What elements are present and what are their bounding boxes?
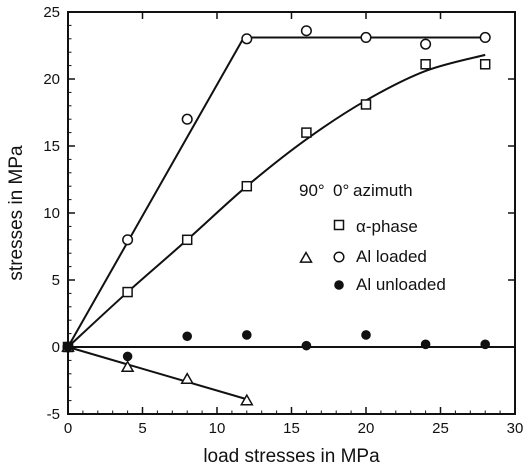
x-axis-title: load stresses in MPa — [203, 446, 380, 467]
plot-frame — [67, 11, 516, 415]
data-point-open-square — [479, 59, 491, 70]
legend-entry-alpha-phase: α-phase — [356, 217, 418, 236]
data-point-open-triangle — [180, 372, 194, 385]
legend-marker-90-triangle — [299, 250, 313, 263]
data-point-open-circle — [360, 31, 372, 44]
x-tick-label: 0 — [64, 420, 72, 437]
y-tick-label: 20 — [43, 71, 60, 88]
data-point-open-triangle — [240, 393, 254, 406]
x-tick-label: 15 — [283, 420, 300, 437]
legend-marker-al-unloaded — [334, 280, 344, 290]
data-point-filled-circle — [420, 339, 431, 350]
data-point-open-triangle — [120, 360, 135, 372]
data-point-open-square — [420, 59, 431, 70]
data-point-filled-circle — [361, 330, 371, 340]
x-tick-label: 5 — [138, 420, 146, 437]
y-tick-label: 5 — [52, 272, 60, 289]
data-point-filled-circle — [301, 340, 312, 351]
phase-fit-line — [67, 53, 486, 348]
data-point-open-circle — [300, 25, 312, 37]
legend-heading-0: 0° — [333, 181, 349, 200]
data-point-open-circle — [181, 113, 193, 125]
data-point-filled-circle — [182, 331, 192, 342]
fit-lines-layer — [67, 36, 515, 401]
legend-entry-al-loaded: Al loaded — [356, 247, 427, 266]
data-point-filled-circle — [122, 351, 133, 362]
x-tick-label: 25 — [432, 420, 449, 437]
y-tick-label: 25 — [43, 4, 60, 21]
legend-heading-azimuth: azimuth — [353, 181, 413, 200]
legend-marker-al-loaded — [333, 251, 345, 263]
data-point-filled-circle — [480, 339, 491, 350]
data-point-open-square — [241, 180, 253, 192]
data-point-open-square — [181, 234, 193, 246]
al-loaded-fit-line — [67, 36, 486, 348]
y-tick-label: -5 — [47, 406, 60, 423]
x-tick-label: 10 — [209, 420, 226, 437]
x-tick-label: 20 — [358, 420, 375, 437]
y-tick-label: 15 — [43, 138, 60, 155]
x-tick-label: 30 — [507, 420, 524, 437]
data-point-open-circle — [420, 38, 432, 50]
data-point-filled-circle — [63, 342, 73, 352]
legend-heading-90: 90° — [299, 181, 325, 200]
y-tick-label: 0 — [52, 339, 60, 356]
y-axis-title: stresses in MPa — [6, 145, 27, 281]
data-point-filled-circle — [242, 330, 252, 340]
data-point-open-circle — [122, 234, 134, 246]
data-point-open-circle — [241, 33, 253, 45]
legend-entry-al-unloaded: Al unloaded — [356, 275, 446, 294]
legend-marker-alpha-phase — [333, 219, 345, 231]
legend: 90° 0° azimuth α-phase Al loaded Al unlo… — [299, 181, 446, 294]
data-points-layer — [61, 25, 491, 406]
data-point-open-circle — [479, 31, 491, 44]
data-point-open-square — [360, 99, 372, 110]
data-point-open-square — [122, 286, 133, 298]
90-fit-line — [67, 346, 248, 401]
data-point-open-square — [301, 127, 312, 138]
y-tick-label: 10 — [43, 205, 60, 222]
